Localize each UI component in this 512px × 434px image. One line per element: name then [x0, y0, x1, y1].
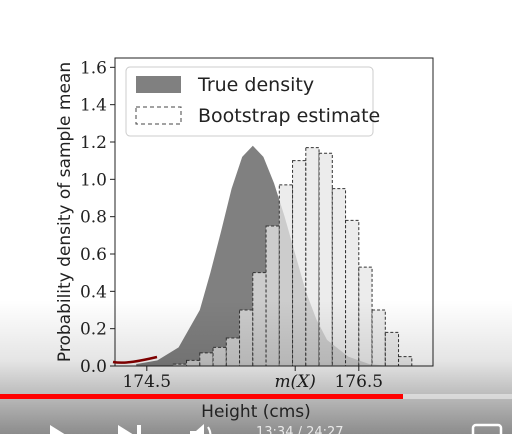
y-tick-label: 0.0 — [80, 357, 107, 377]
bootstrap-bar — [318, 152, 333, 366]
next-button[interactable] — [116, 420, 146, 434]
y-tick-label: 1.0 — [80, 170, 107, 190]
bootstrap-bar — [292, 160, 307, 366]
captions-icon — [471, 423, 503, 434]
x-tick-label: 176.5 — [334, 372, 383, 392]
true-density-area — [136, 145, 391, 366]
progress-bar[interactable] — [0, 394, 512, 399]
x-axis-label: Height (cms) — [201, 402, 311, 422]
y-tick-label: 0.8 — [80, 208, 107, 228]
bootstrap-bar — [345, 219, 360, 366]
pen-annotation-stroke — [112, 355, 158, 364]
bootstrap-bar — [398, 356, 413, 366]
bootstrap-bar — [278, 184, 294, 366]
legend-swatch-bootstrap — [135, 106, 182, 125]
legend-label-true-density: True density — [197, 74, 314, 96]
bootstrap-bars-layer — [172, 147, 413, 366]
y-tick-label: 0.4 — [80, 282, 107, 302]
x-tick-label: 174.5 — [122, 372, 171, 392]
true-density-area-layer — [136, 145, 391, 366]
bootstrap-bar — [371, 309, 386, 366]
play-icon — [50, 425, 65, 434]
y-tick-label: 1.4 — [80, 96, 107, 116]
bootstrap-bar — [199, 352, 214, 366]
bootstrap-bar — [239, 309, 254, 366]
bootstrap-bar — [305, 147, 320, 366]
y-ticks-layer: 0.0 0.2 0.4 0.6 0.8 1.0 1.2 1.4 1.6 — [80, 58, 115, 377]
bootstrap-bar — [265, 225, 280, 366]
volume-icon — [190, 424, 212, 434]
volume-button[interactable] — [188, 420, 222, 434]
x-ticks-layer: 174.5 m(X) 176.5 — [122, 366, 383, 392]
y-tick-label: 1.6 — [80, 58, 107, 78]
bootstrap-bar — [225, 337, 241, 366]
bootstrap-bar — [212, 346, 227, 366]
legend-box — [125, 66, 374, 137]
time-display: 13:34 / 24:27 — [256, 425, 344, 434]
y-tick-label: 0.6 — [80, 245, 107, 265]
x-tick-label: m(X) — [274, 372, 316, 392]
bootstrap-bar — [331, 188, 347, 366]
y-tick-label: 1.2 — [80, 133, 107, 153]
legend-swatch-true-density — [136, 76, 181, 93]
play-button[interactable] — [46, 420, 72, 434]
skip-next-icon — [118, 425, 141, 434]
bootstrap-bar — [384, 331, 400, 366]
progress-bar-played — [0, 394, 403, 399]
y-axis-label: Probability density of sample mean — [55, 62, 75, 362]
bootstrap-bar — [252, 272, 267, 366]
y-tick-label: 0.2 — [80, 320, 107, 340]
legend: True density Bootstrap estimate — [125, 66, 380, 137]
bootstrap-bar — [358, 266, 373, 366]
bootstrap-bar — [186, 359, 201, 366]
captions-button[interactable] — [470, 420, 506, 434]
plot-frame — [114, 57, 434, 367]
legend-label-bootstrap: Bootstrap estimate — [198, 105, 380, 127]
